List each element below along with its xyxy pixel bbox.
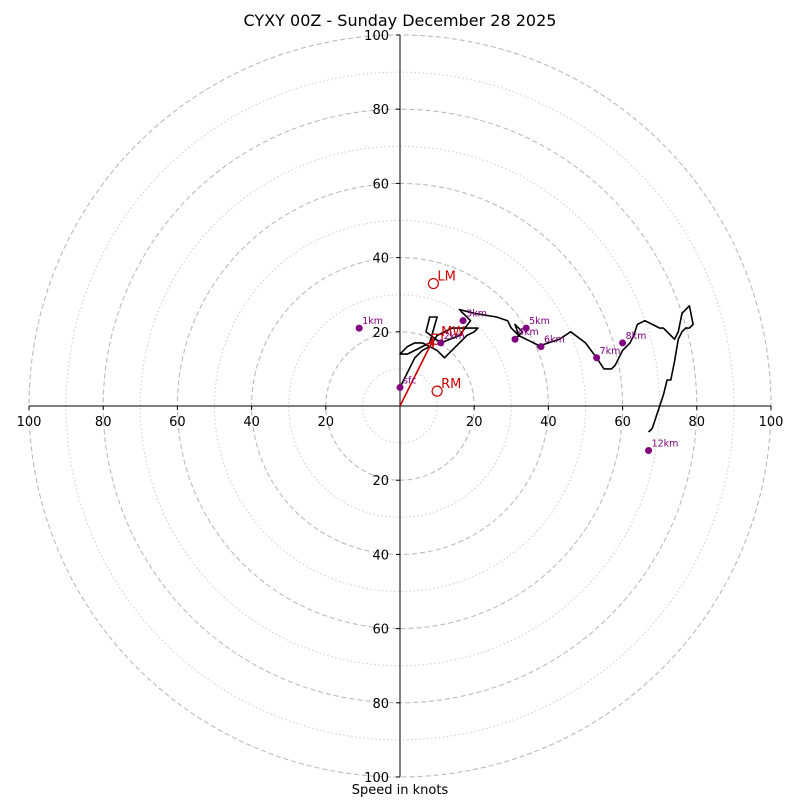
height-marker-3km: [459, 317, 467, 325]
height-label-3km: 3km: [466, 309, 487, 320]
storm-motion-rm-label: RM: [441, 377, 461, 392]
shear-vector-arrowhead: [426, 337, 435, 349]
y-tick-label: 20: [372, 326, 389, 341]
y-tick-label: 60: [372, 177, 389, 192]
x-axis-label: Speed in knots: [351, 783, 449, 798]
height-marker-6km: [537, 343, 545, 351]
hodograph-trace: [399, 304, 694, 433]
x-tick-label: 80: [689, 415, 706, 430]
height-label-sfc: sfc: [403, 375, 417, 386]
x-tick-label: 60: [614, 415, 631, 430]
y-tick-label: 80: [372, 103, 389, 118]
height-label-5km: 5km: [529, 316, 550, 327]
wind-profile-line: [399, 304, 694, 433]
height-label-12km: 12km: [652, 439, 679, 450]
height-marker-sfc: [396, 383, 404, 391]
storm-motion-group: LM MW RM: [399, 270, 465, 407]
y-tick-label: 40: [372, 252, 389, 267]
height-label-8km: 8km: [626, 331, 647, 342]
x-tick-label: 80: [95, 415, 112, 430]
storm-motion-lm-marker: [427, 277, 439, 290]
height-label-2km: 2km: [444, 331, 465, 342]
storm-motion-rm-marker: [431, 385, 443, 397]
height-marker-1km: [355, 324, 363, 332]
y-tick-label: 60: [372, 623, 389, 638]
y-tick-label: 80: [372, 697, 389, 712]
x-tick-label: 40: [540, 415, 557, 430]
x-tick-label: 20: [318, 415, 335, 430]
height-marker-12km: [645, 447, 653, 455]
storm-motion-lm-label: LM: [437, 270, 455, 285]
y-tick-label: 100: [364, 771, 389, 786]
height-marker-5km: [522, 324, 530, 332]
height-label-6km: 6km: [544, 335, 565, 346]
height-marker-2km: [437, 339, 445, 347]
y-tick-label: 100: [364, 29, 389, 44]
height-marker-4km: [511, 335, 519, 343]
shear-vector-line: [399, 338, 435, 407]
height-marker-8km: [619, 339, 627, 347]
height-label-7km: 7km: [600, 346, 621, 357]
y-tick-label: 20: [372, 474, 389, 489]
x-tick-label: 100: [759, 415, 784, 430]
height-marker-7km: [593, 354, 601, 362]
y-tick-label: 40: [372, 548, 389, 563]
storm-motion-mw-label: MW: [441, 325, 465, 340]
chart-title: CYXY 00Z - Sunday December 28 2025: [243, 11, 557, 30]
height-label-1km: 1km: [362, 316, 383, 327]
x-tick-label: 40: [243, 415, 260, 430]
storm-motion-mw-marker: [431, 333, 443, 345]
x-tick-label: 20: [466, 415, 483, 430]
x-tick-label: 100: [17, 415, 42, 430]
tick-labels: 20 20 20 20 40 40 40 40 60 60 60 60 80 80 80 80 100 100 10…: [17, 29, 784, 786]
x-tick-label: 60: [169, 415, 186, 430]
height-label-4km: 4km: [518, 327, 539, 338]
